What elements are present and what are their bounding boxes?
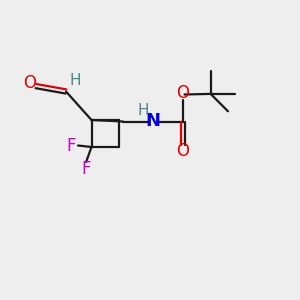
Text: N: N bbox=[146, 112, 160, 130]
Text: F: F bbox=[81, 160, 91, 178]
Text: O: O bbox=[176, 84, 190, 102]
Text: O: O bbox=[176, 142, 190, 160]
Text: F: F bbox=[66, 136, 76, 154]
Text: H: H bbox=[69, 73, 81, 88]
Text: O: O bbox=[23, 74, 37, 92]
Text: H: H bbox=[138, 103, 149, 118]
